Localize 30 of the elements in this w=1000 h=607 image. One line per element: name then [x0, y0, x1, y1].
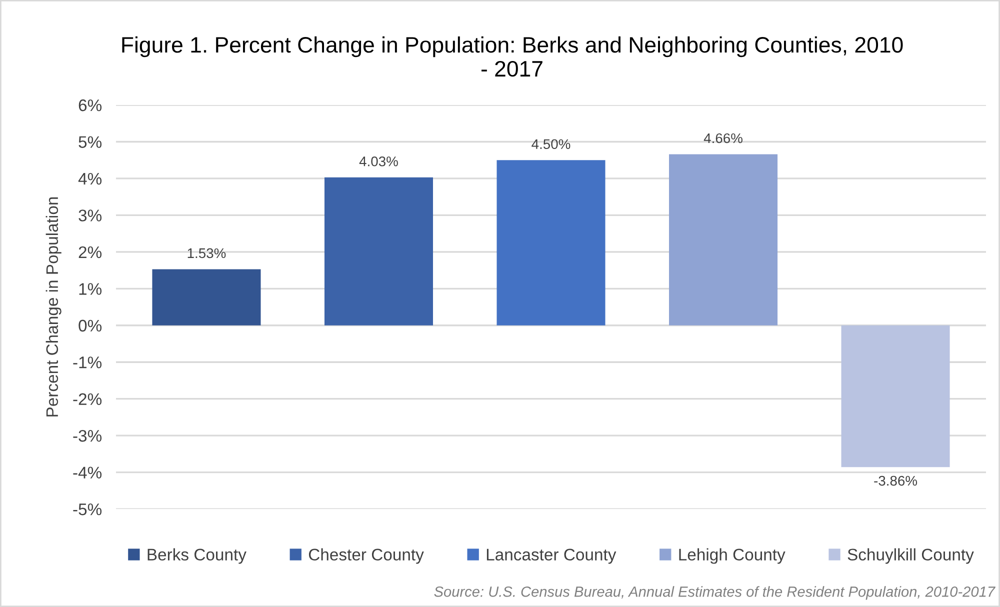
data-label: -3.86%	[874, 476, 918, 486]
y-tick-label: 4%	[78, 172, 102, 185]
y-tick-label: -3%	[73, 430, 102, 442]
bar	[324, 177, 433, 326]
y-tick-label: 1%	[79, 283, 102, 295]
y-tick-label: 5%	[78, 136, 102, 148]
legend-label: Chester County	[308, 548, 424, 564]
y-tick-label: 2%	[78, 246, 102, 258]
chart-title: Figure 1. Percent Change in Population: Berks and Neighboring Counties, 2010 - 2017	[122, 36, 903, 77]
y-axis-title: Percent Change in Population	[46, 197, 62, 416]
y-tick-label: -2%	[73, 393, 102, 405]
data-label: 4.50%	[532, 139, 570, 150]
y-tick-label: -1%	[73, 356, 102, 368]
source-note: Source: U.S. Census Bureau, Annual Estimates of the Resident Population, 2010-2017	[434, 586, 996, 600]
legend-label: Lancaster County	[486, 548, 616, 564]
bar	[496, 160, 606, 326]
y-tick-label: 6%	[78, 99, 102, 112]
bar	[669, 154, 778, 326]
y-tick-label: 3%	[78, 210, 102, 222]
data-label: 4.03%	[359, 156, 398, 166]
y-tick-label: 0%	[78, 320, 102, 332]
y-tick-label: -5%	[73, 504, 102, 516]
y-tick-label: -4%	[73, 466, 102, 478]
legend-label: Lehigh County	[679, 548, 786, 564]
bar	[152, 269, 261, 326]
data-label: 4.66%	[704, 133, 742, 144]
bar	[841, 325, 950, 468]
data-label: 1.53%	[188, 248, 226, 258]
legend-label: Schuylkill County	[848, 548, 974, 564]
legend-label: Berks County	[148, 548, 246, 564]
